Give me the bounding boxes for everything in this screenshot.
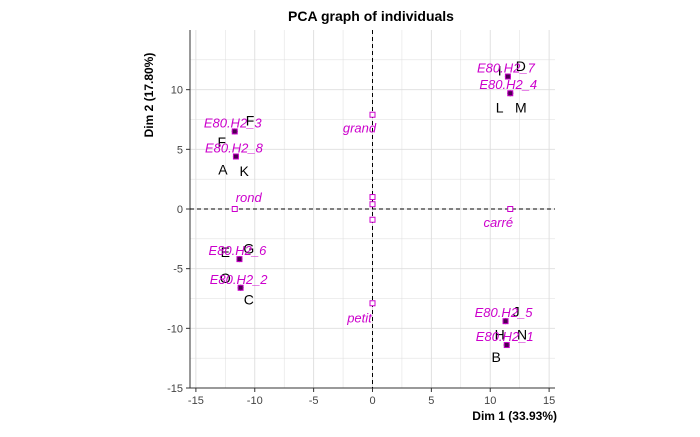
supplementary-category-marker bbox=[231, 206, 238, 212]
y-tick-label: 0 bbox=[177, 204, 183, 216]
individual-label: L bbox=[496, 100, 504, 116]
x-tick-label: -15 bbox=[188, 395, 204, 407]
individual-label: G bbox=[243, 240, 254, 256]
x-tick-label: 0 bbox=[369, 395, 375, 407]
supplementary-individual-label: E80.H2_6 bbox=[209, 243, 268, 258]
x-tick-label: 5 bbox=[428, 395, 434, 407]
supplementary-individual-marker bbox=[232, 153, 239, 160]
supplementary-individual-label: E80.H2_3 bbox=[204, 115, 263, 130]
x-tick-label: -5 bbox=[309, 395, 319, 407]
supplementary-category-label: carré bbox=[483, 215, 513, 230]
supplementary-category-marker bbox=[369, 194, 376, 201]
supplementary-individual-label: E80.H2_8 bbox=[205, 140, 264, 155]
individual-label: E bbox=[221, 244, 230, 260]
individual-label: C bbox=[244, 292, 254, 308]
individual-label: H bbox=[495, 326, 505, 342]
supplementary-individual-label: E80.H2_1 bbox=[476, 329, 534, 344]
supplementary-category-marker bbox=[369, 201, 376, 208]
individual-label: A bbox=[218, 162, 228, 178]
supplementary-category-marker bbox=[369, 300, 376, 307]
y-tick-label: 10 bbox=[171, 85, 183, 97]
supplementary-individual-marker bbox=[507, 90, 514, 97]
x-tick-label: 10 bbox=[484, 395, 496, 407]
y-tick-label: -5 bbox=[173, 264, 183, 276]
individual-label: D bbox=[516, 58, 526, 74]
supplementary-individual-marker bbox=[502, 318, 509, 325]
individual-label: M bbox=[515, 100, 527, 116]
individual-label: N bbox=[517, 326, 527, 342]
plot-area: -15 -10 -5 0 5 10 15 -15 -10 -5 0 5 10 grand petit rond… bbox=[167, 30, 555, 407]
x-axis-label: Dim 1 (33.93%) bbox=[472, 409, 557, 423]
y-tick-label: -10 bbox=[167, 323, 183, 335]
supplementary-individual-marker bbox=[231, 128, 238, 135]
individual-label: I bbox=[498, 63, 502, 79]
supplementary-category-marker bbox=[369, 216, 376, 223]
supplementary-individual-label: E80.H2_5 bbox=[475, 305, 534, 320]
y-tick-label: -15 bbox=[167, 383, 183, 395]
supplementary-individual-label: E80.H2_2 bbox=[210, 272, 269, 287]
supplementary-category-marker bbox=[507, 206, 514, 212]
individual-label: F bbox=[218, 134, 227, 150]
y-axis-label: Dim 2 (17.80%) bbox=[142, 53, 156, 138]
y-tick-label: 5 bbox=[177, 144, 183, 156]
x-tick-label: -10 bbox=[247, 395, 263, 407]
supplementary-category-marker bbox=[369, 111, 376, 118]
chart-title: PCA graph of individuals bbox=[288, 8, 454, 24]
supplementary-individual-marker bbox=[503, 342, 510, 349]
supplementary-category-label: grand bbox=[343, 121, 377, 136]
individual-label: F bbox=[246, 113, 255, 129]
individual-label: J bbox=[513, 304, 520, 320]
supplementary-individual-marker bbox=[237, 284, 244, 291]
x-tick-label: 15 bbox=[543, 395, 555, 407]
individual-label: B bbox=[491, 349, 500, 365]
supplementary-category-label: rond bbox=[236, 190, 263, 205]
individual-label: O bbox=[220, 270, 231, 286]
supplementary-category-label: petit bbox=[346, 310, 373, 325]
supplementary-individual-marker bbox=[504, 73, 511, 80]
supplementary-individual-label: E80.H2_4 bbox=[479, 77, 537, 92]
supplementary-individual-label: E80.H2_7 bbox=[477, 61, 536, 76]
individual-label: K bbox=[239, 163, 249, 179]
supplementary-individual-marker bbox=[236, 256, 243, 263]
